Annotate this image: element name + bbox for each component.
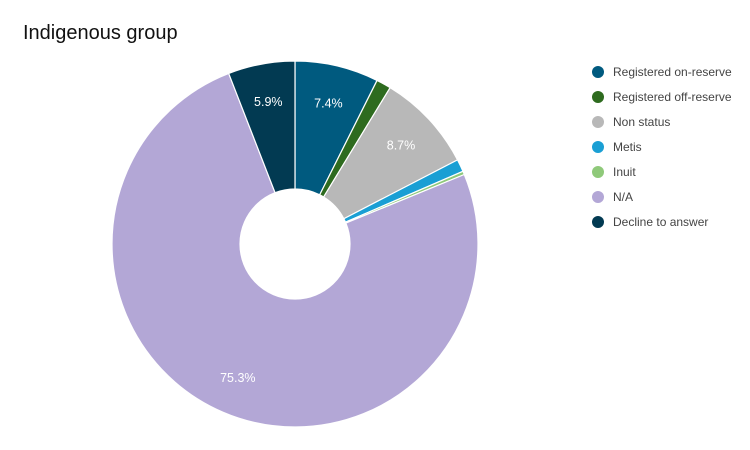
pie-slice-6 bbox=[228, 60, 296, 194]
slice-value-label-2: 8.7% bbox=[387, 139, 416, 153]
chart-title: Indigenous group bbox=[23, 22, 178, 44]
legend-swatch-6 bbox=[592, 215, 604, 228]
legend-item-0: Registered on-reserve bbox=[592, 59, 732, 84]
legend-item-5: N/A bbox=[592, 184, 732, 209]
legend-label-2: Non status bbox=[613, 114, 671, 129]
slice-value-label-0: 7.4% bbox=[314, 96, 343, 110]
legend-label-6: Decline to answer bbox=[613, 214, 709, 229]
legend-item-3: Metis bbox=[592, 134, 732, 159]
legend-swatch-5 bbox=[592, 190, 604, 203]
legend-swatch-4 bbox=[592, 165, 604, 178]
legend-label-1: Registered off-reserve bbox=[613, 89, 732, 104]
legend-item-2: Non status bbox=[592, 109, 732, 134]
legend-label-5: N/A bbox=[613, 189, 634, 204]
legend-item-4: Inuit bbox=[592, 159, 732, 184]
legend-swatch-0 bbox=[592, 65, 604, 78]
slice-value-label-6: 5.9% bbox=[254, 95, 283, 109]
legend: Registered on-reserve Registered off-rese… bbox=[592, 59, 732, 234]
legend-swatch-2 bbox=[592, 115, 604, 128]
slice-value-label-5: 75.3% bbox=[220, 371, 255, 385]
legend-item-1: Registered off-reserve bbox=[592, 84, 732, 109]
legend-item-6: Decline to answer bbox=[592, 209, 732, 234]
legend-label-3: Metis bbox=[613, 139, 642, 154]
legend-label-4: Inuit bbox=[613, 164, 636, 179]
pie-slice-5 bbox=[111, 72, 479, 428]
legend-label-0: Registered on-reserve bbox=[613, 64, 732, 79]
legend-swatch-1 bbox=[592, 90, 604, 103]
legend-swatch-3 bbox=[592, 140, 604, 153]
